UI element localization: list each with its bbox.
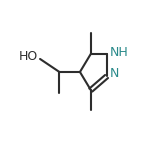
Text: N: N xyxy=(110,67,119,80)
Text: HO: HO xyxy=(19,50,38,63)
Text: NH: NH xyxy=(110,46,128,59)
